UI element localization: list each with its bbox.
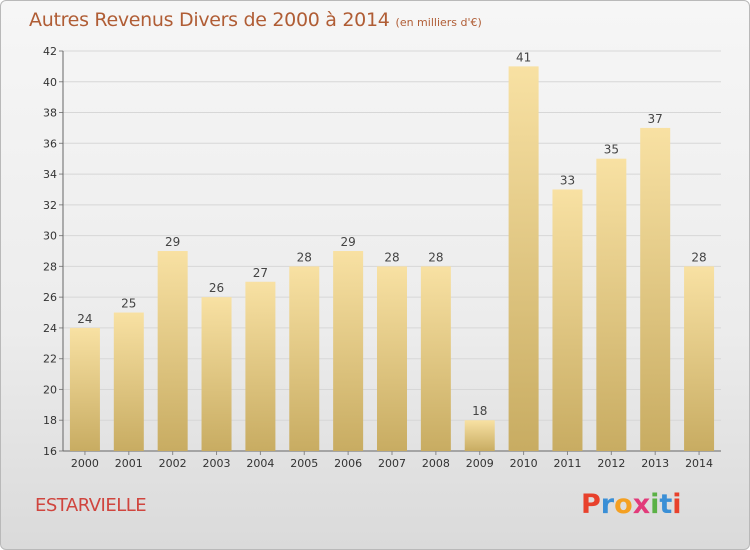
logo-letter: r	[600, 489, 615, 520]
x-tick-label: 2009	[466, 457, 494, 470]
y-tick-label: 36	[43, 137, 57, 150]
y-tick-label: 30	[43, 230, 57, 243]
bar-2006[interactable]	[333, 251, 364, 451]
bar-2013[interactable]	[640, 127, 671, 451]
x-tick-label: 2002	[159, 457, 187, 470]
x-tick-label: 2003	[203, 457, 231, 470]
logo-letter: i	[672, 489, 682, 520]
x-tick-label: 2008	[422, 457, 450, 470]
y-tick-label: 18	[43, 414, 57, 427]
y-tick-label: 24	[43, 322, 57, 335]
bar-2010[interactable]	[508, 66, 539, 451]
bar-2011[interactable]	[552, 189, 583, 451]
logo-letter: i	[650, 489, 660, 520]
data-labels: 24 2000 25 2001 29 2002 26 2003 27 2004 28 2005 29 20…	[71, 50, 713, 470]
chart-title-text: Autres Revenus Divers de 2000 à 2014	[29, 9, 390, 31]
y-tick-label: 42	[43, 45, 57, 58]
x-tick-label: 2007	[378, 457, 406, 470]
bar-2000[interactable]	[69, 327, 100, 451]
x-tick-label: 2010	[510, 457, 538, 470]
bar-value-label: 33	[560, 173, 575, 187]
x-tick-label: 2006	[334, 457, 362, 470]
bar-value-label: 26	[209, 281, 224, 295]
bar-2002[interactable]	[157, 251, 188, 451]
y-tick-label: 22	[43, 353, 57, 366]
bar-value-label: 18	[472, 404, 487, 418]
x-tick-label: 2001	[115, 457, 143, 470]
bars	[69, 66, 715, 451]
bar-2001[interactable]	[113, 312, 144, 451]
bar-value-label: 35	[604, 143, 619, 157]
x-tick-label: 2004	[246, 457, 274, 470]
bar-2008[interactable]	[420, 266, 451, 451]
chart-subtitle: (en milliers d'€)	[395, 16, 482, 29]
y-tick-label: 16	[43, 445, 57, 458]
y-tick-label: 40	[43, 76, 57, 89]
bar-2012[interactable]	[596, 158, 627, 451]
bar-value-label: 28	[384, 250, 399, 264]
logo-letter: o	[614, 489, 633, 520]
x-tick-label: 2011	[553, 457, 581, 470]
bar-2005[interactable]	[289, 266, 320, 451]
bar-value-label: 28	[428, 250, 443, 264]
bar-value-label: 29	[165, 235, 180, 249]
bar-2009[interactable]	[464, 420, 495, 451]
x-tick-label: 2005	[290, 457, 318, 470]
bar-2004[interactable]	[245, 281, 276, 451]
bar-2014[interactable]	[684, 266, 715, 451]
commune-name: ESTARVIELLE	[35, 495, 147, 516]
bar-2003[interactable]	[201, 297, 232, 451]
logo-letter: x	[632, 489, 651, 520]
bar-value-label: 37	[648, 112, 663, 126]
bar-value-label: 28	[691, 250, 706, 264]
bar-value-label: 24	[77, 312, 92, 326]
x-tick-label: 2013	[641, 457, 669, 470]
y-tick-label: 20	[43, 383, 57, 396]
y-tick-label: 28	[43, 260, 57, 273]
y-tick-label: 32	[43, 199, 57, 212]
logo-letter: P	[581, 489, 601, 520]
bar-value-label: 29	[340, 235, 355, 249]
y-tick-label: 38	[43, 107, 57, 120]
x-tick-label: 2000	[71, 457, 99, 470]
y-tick-label: 34	[43, 168, 57, 181]
x-tick-label: 2012	[597, 457, 625, 470]
y-tick-label: 26	[43, 291, 57, 304]
bar-value-label: 25	[121, 297, 136, 311]
bar-2007[interactable]	[377, 266, 407, 451]
bar-value-label: 28	[297, 250, 312, 264]
proxiti-logo[interactable]: Proxiti	[581, 489, 682, 520]
x-tick-label: 2014	[685, 457, 713, 470]
bar-value-label: 27	[253, 266, 268, 280]
chart-title: Autres Revenus Divers de 2000 à 2014 (en …	[29, 9, 482, 31]
logo-letter: t	[659, 489, 673, 520]
bar-value-label: 41	[516, 50, 531, 64]
